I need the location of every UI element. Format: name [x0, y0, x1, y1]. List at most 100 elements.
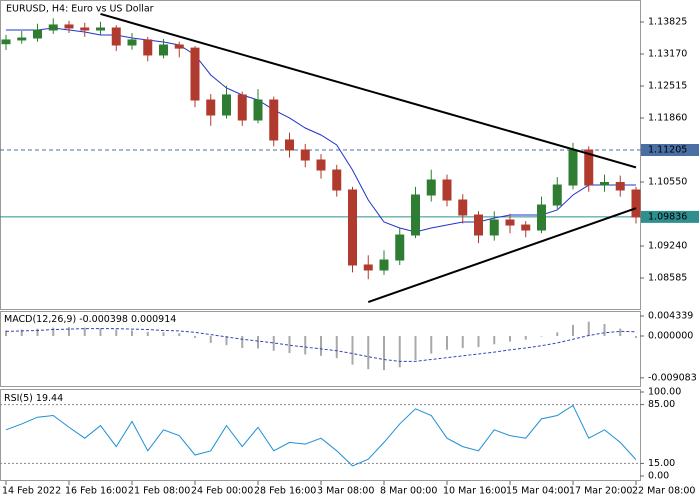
candle-body	[426, 179, 436, 196]
candle-body	[442, 179, 452, 201]
x-tick-label: 22 Mar 08:00	[632, 486, 695, 497]
macd-last: -0.000398	[79, 314, 128, 325]
candle-body	[537, 204, 546, 231]
macd-bar	[288, 335, 291, 354]
macd-bar	[635, 335, 637, 338]
candle-body	[615, 181, 625, 191]
candle-body	[521, 224, 531, 231]
macd-bar	[509, 335, 511, 342]
macd-bar	[68, 327, 70, 336]
candle-body	[174, 44, 184, 49]
macd-bar	[320, 335, 322, 356]
macd-bar	[446, 335, 448, 350]
macd-bar	[540, 335, 543, 337]
signal-line	[5, 328, 637, 362]
candle-body	[458, 199, 468, 216]
candle-body	[631, 189, 641, 218]
x-tick-label: 14 Feb 2022	[2, 486, 61, 497]
candle-body	[96, 27, 105, 31]
macd-bar	[556, 332, 559, 336]
rsi-line	[5, 404, 637, 467]
macd-label: MACD(12,26,9) -0.000398 0.000914	[4, 314, 176, 325]
macd-bar	[587, 321, 590, 336]
candle-body	[222, 94, 231, 116]
macd-title: MACD(12,26,9)	[4, 314, 76, 325]
y-tick-label: 0.000000	[648, 330, 693, 341]
macd-bar	[131, 330, 133, 336]
candle-body	[190, 47, 200, 101]
y-tick-label: 1.12515	[648, 80, 687, 91]
y-tick-label: -0.009083	[648, 372, 697, 383]
y-tick-label: 1.09836	[648, 211, 687, 222]
candle-body	[600, 181, 609, 186]
x-tick-label: 21 Feb 08:00	[128, 486, 190, 497]
macd-bar	[367, 335, 370, 370]
indicator-line	[6, 27, 636, 233]
macd-bar	[414, 335, 417, 360]
candle-body	[111, 27, 121, 46]
candle-body	[206, 99, 216, 116]
x-tick-label: 10 Mar 16:00	[443, 486, 506, 497]
macd-bar	[115, 329, 118, 336]
macd-bar	[36, 328, 39, 336]
candle-body	[159, 44, 168, 56]
macd-bar	[257, 335, 259, 349]
y-tick-label: 1.13825	[648, 16, 687, 27]
x-tick-label: 15 Mar 04:00	[506, 486, 569, 497]
macd-bar	[398, 335, 401, 368]
macd-bar	[383, 335, 385, 371]
signal-last: 0.000914	[131, 314, 176, 325]
macd-bar	[619, 328, 622, 336]
candle-body	[1, 39, 11, 45]
macd-bar	[83, 327, 86, 336]
y-tick-label: 1.10550	[648, 176, 687, 187]
candle-body	[316, 159, 326, 171]
macd-bar	[524, 335, 527, 340]
candle-body	[395, 234, 405, 261]
candle-body	[379, 259, 389, 271]
candle-body	[237, 94, 247, 121]
y-tick-label: 1.08585	[648, 273, 687, 284]
macd-bar	[603, 324, 606, 336]
y-tick-label: 0.00	[648, 471, 669, 482]
x-tick-label: 17 Mar 20:00	[569, 486, 632, 497]
x-tick-label: 24 Feb 00:00	[191, 486, 253, 497]
candle-body	[17, 37, 27, 41]
y-tick-label: 85.00	[648, 399, 675, 410]
macd-bar	[52, 327, 55, 336]
y-tick-label: 1.11205	[648, 144, 687, 155]
macd-bar	[304, 335, 307, 355]
rsi-label: RSI(5) 19.44	[4, 393, 63, 404]
y-tick-label: 1.11860	[648, 112, 687, 123]
candle-body	[285, 139, 294, 151]
macd-bar	[461, 335, 464, 348]
candle-body	[474, 214, 483, 236]
candle-body	[411, 194, 420, 236]
y-tick-label: 100.00	[648, 387, 681, 398]
candle-body	[363, 264, 373, 271]
x-tick-label: 16 Feb 16:00	[65, 486, 127, 497]
price-panel	[0, 0, 641, 310]
candle-body	[584, 149, 594, 186]
candle-body	[269, 99, 279, 141]
candle-body	[127, 39, 137, 46]
price-label-box	[641, 143, 699, 156]
candle-body	[143, 39, 153, 56]
candle-body	[300, 149, 310, 161]
candle-body	[253, 99, 263, 121]
macd-bar	[146, 331, 149, 336]
candle-body	[568, 149, 578, 186]
y-tick-label: 1.09240	[648, 240, 687, 251]
trendline	[367, 207, 637, 303]
candle-body	[33, 29, 42, 39]
rsi-last: 19.44	[36, 393, 63, 404]
price-label-box	[641, 210, 699, 223]
y-tick-label: 1.13170	[648, 48, 687, 59]
macd-bar	[20, 329, 23, 336]
candle-body	[505, 219, 515, 226]
x-tick-label: 8 Mar 00:00	[380, 486, 437, 497]
macd-bar	[178, 333, 181, 336]
macd-bar	[335, 335, 338, 359]
macd-bar	[351, 335, 354, 365]
